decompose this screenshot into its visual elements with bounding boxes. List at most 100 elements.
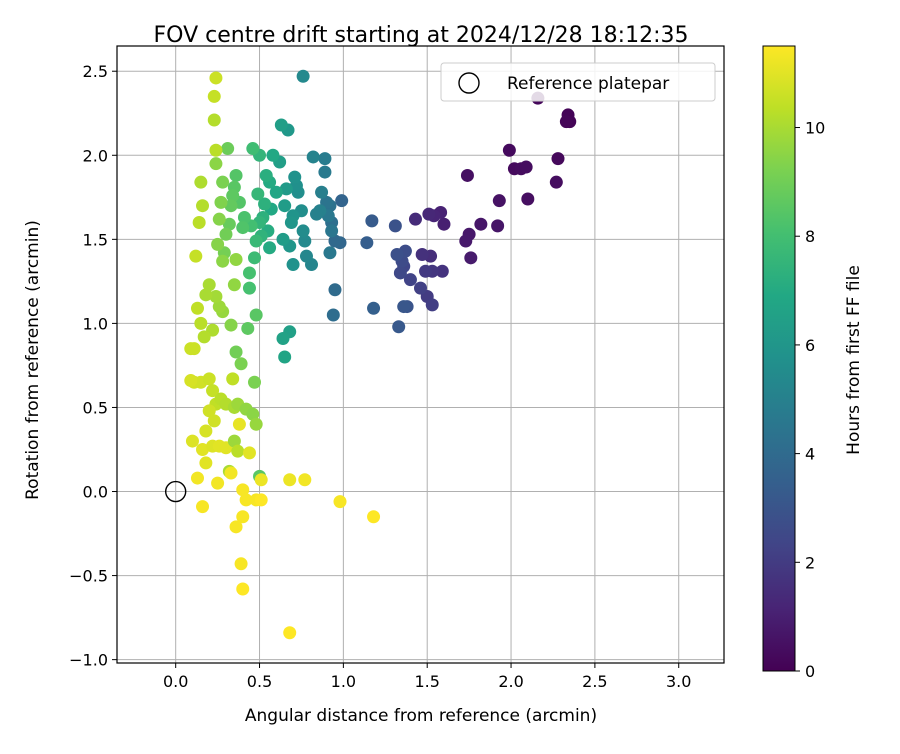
- data-point: [241, 321, 255, 335]
- plot-frame: [116, 45, 725, 664]
- data-point: [419, 264, 433, 278]
- colorbar-tick-label: 2: [805, 553, 815, 572]
- data-point: [318, 152, 332, 166]
- data-point: [202, 278, 216, 292]
- data-point: [246, 142, 260, 156]
- data-point: [209, 71, 223, 85]
- x-tick-label: 0.0: [163, 672, 188, 691]
- colorbar: 0 2 4 6 8 10 Hours from first FF file: [762, 45, 864, 681]
- data-point: [232, 417, 246, 431]
- legend: Reference platepar: [440, 62, 716, 102]
- data-point: [408, 212, 422, 226]
- x-axis-label: Angular distance from reference (arcmin): [245, 706, 597, 726]
- data-point: [296, 224, 310, 238]
- data-point: [236, 221, 250, 235]
- data-point: [216, 254, 230, 268]
- data-point: [521, 192, 535, 206]
- data-point: [392, 320, 406, 334]
- data-point: [224, 318, 238, 332]
- data-point: [254, 473, 268, 487]
- data-point: [258, 197, 272, 211]
- data-point: [298, 234, 312, 248]
- data-point: [221, 142, 235, 156]
- x-tick-label: 0.5: [247, 672, 272, 691]
- data-point: [474, 217, 488, 231]
- y-tick-label: 2.5: [83, 62, 108, 81]
- y-tick-label: −0.5: [69, 567, 108, 586]
- y-axis-ticks: −1.0 −0.5 0.0 0.5 1.0 1.5 2.0 2.5: [69, 62, 117, 670]
- data-point: [288, 170, 302, 184]
- data-point: [390, 247, 404, 261]
- points-layer: [184, 69, 577, 640]
- data-point: [222, 217, 236, 231]
- data-point: [211, 476, 225, 490]
- data-point: [226, 372, 240, 386]
- data-point: [278, 199, 292, 213]
- data-point: [266, 148, 280, 162]
- data-point: [328, 283, 342, 297]
- data-point: [284, 216, 298, 230]
- data-point: [367, 301, 381, 315]
- data-point: [263, 241, 277, 255]
- x-tick-label: 3.0: [666, 672, 691, 691]
- data-point: [202, 404, 216, 418]
- data-point: [246, 407, 260, 421]
- data-point: [229, 253, 243, 267]
- data-point: [335, 194, 349, 208]
- data-point: [237, 210, 251, 224]
- data-point: [315, 185, 329, 199]
- colorbar-gradient: [762, 45, 796, 672]
- data-point: [229, 345, 243, 359]
- data-point: [242, 446, 256, 460]
- data-point: [207, 414, 221, 428]
- data-point: [502, 143, 516, 157]
- data-point: [425, 298, 439, 312]
- data-point: [197, 330, 211, 344]
- data-point: [326, 308, 340, 322]
- data-point: [184, 374, 198, 388]
- data-point: [227, 434, 241, 448]
- data-point: [209, 157, 223, 171]
- data-point: [367, 510, 381, 524]
- data-point: [236, 483, 250, 497]
- data-point: [278, 350, 292, 364]
- legend-box: [440, 62, 716, 102]
- y-axis-label: Rotation from reference (arcmin): [23, 220, 43, 500]
- data-point: [259, 168, 273, 182]
- data-point: [435, 264, 449, 278]
- data-point: [274, 118, 288, 132]
- data-point: [234, 357, 248, 371]
- data-point: [236, 582, 250, 596]
- data-point: [249, 417, 263, 431]
- data-point: [224, 199, 238, 213]
- data-point: [397, 300, 411, 314]
- data-point: [196, 199, 210, 213]
- data-point: [415, 247, 429, 261]
- colorbar-tick-label: 8: [805, 227, 815, 246]
- data-point: [206, 384, 220, 398]
- data-point: [328, 234, 342, 248]
- chart-title: FOV centre drift starting at 2024/12/28 …: [154, 23, 689, 48]
- data-point: [269, 185, 283, 199]
- data-point: [227, 278, 241, 292]
- data-point: [212, 212, 226, 226]
- data-point: [249, 234, 263, 248]
- data-point: [194, 175, 208, 189]
- data-point: [491, 219, 505, 233]
- data-point: [209, 143, 223, 157]
- data-point: [551, 152, 565, 166]
- data-point: [194, 316, 208, 330]
- data-point: [393, 266, 407, 280]
- colorbar-label: Hours from first FF file: [844, 265, 864, 455]
- data-point: [283, 473, 297, 487]
- data-point: [279, 182, 293, 196]
- grid-layer: [117, 46, 724, 663]
- data-point: [323, 246, 337, 260]
- data-point: [229, 520, 243, 534]
- data-point: [242, 281, 256, 295]
- data-point: [207, 113, 221, 127]
- data-point: [192, 216, 206, 230]
- data-point: [247, 251, 261, 265]
- data-point: [318, 165, 332, 179]
